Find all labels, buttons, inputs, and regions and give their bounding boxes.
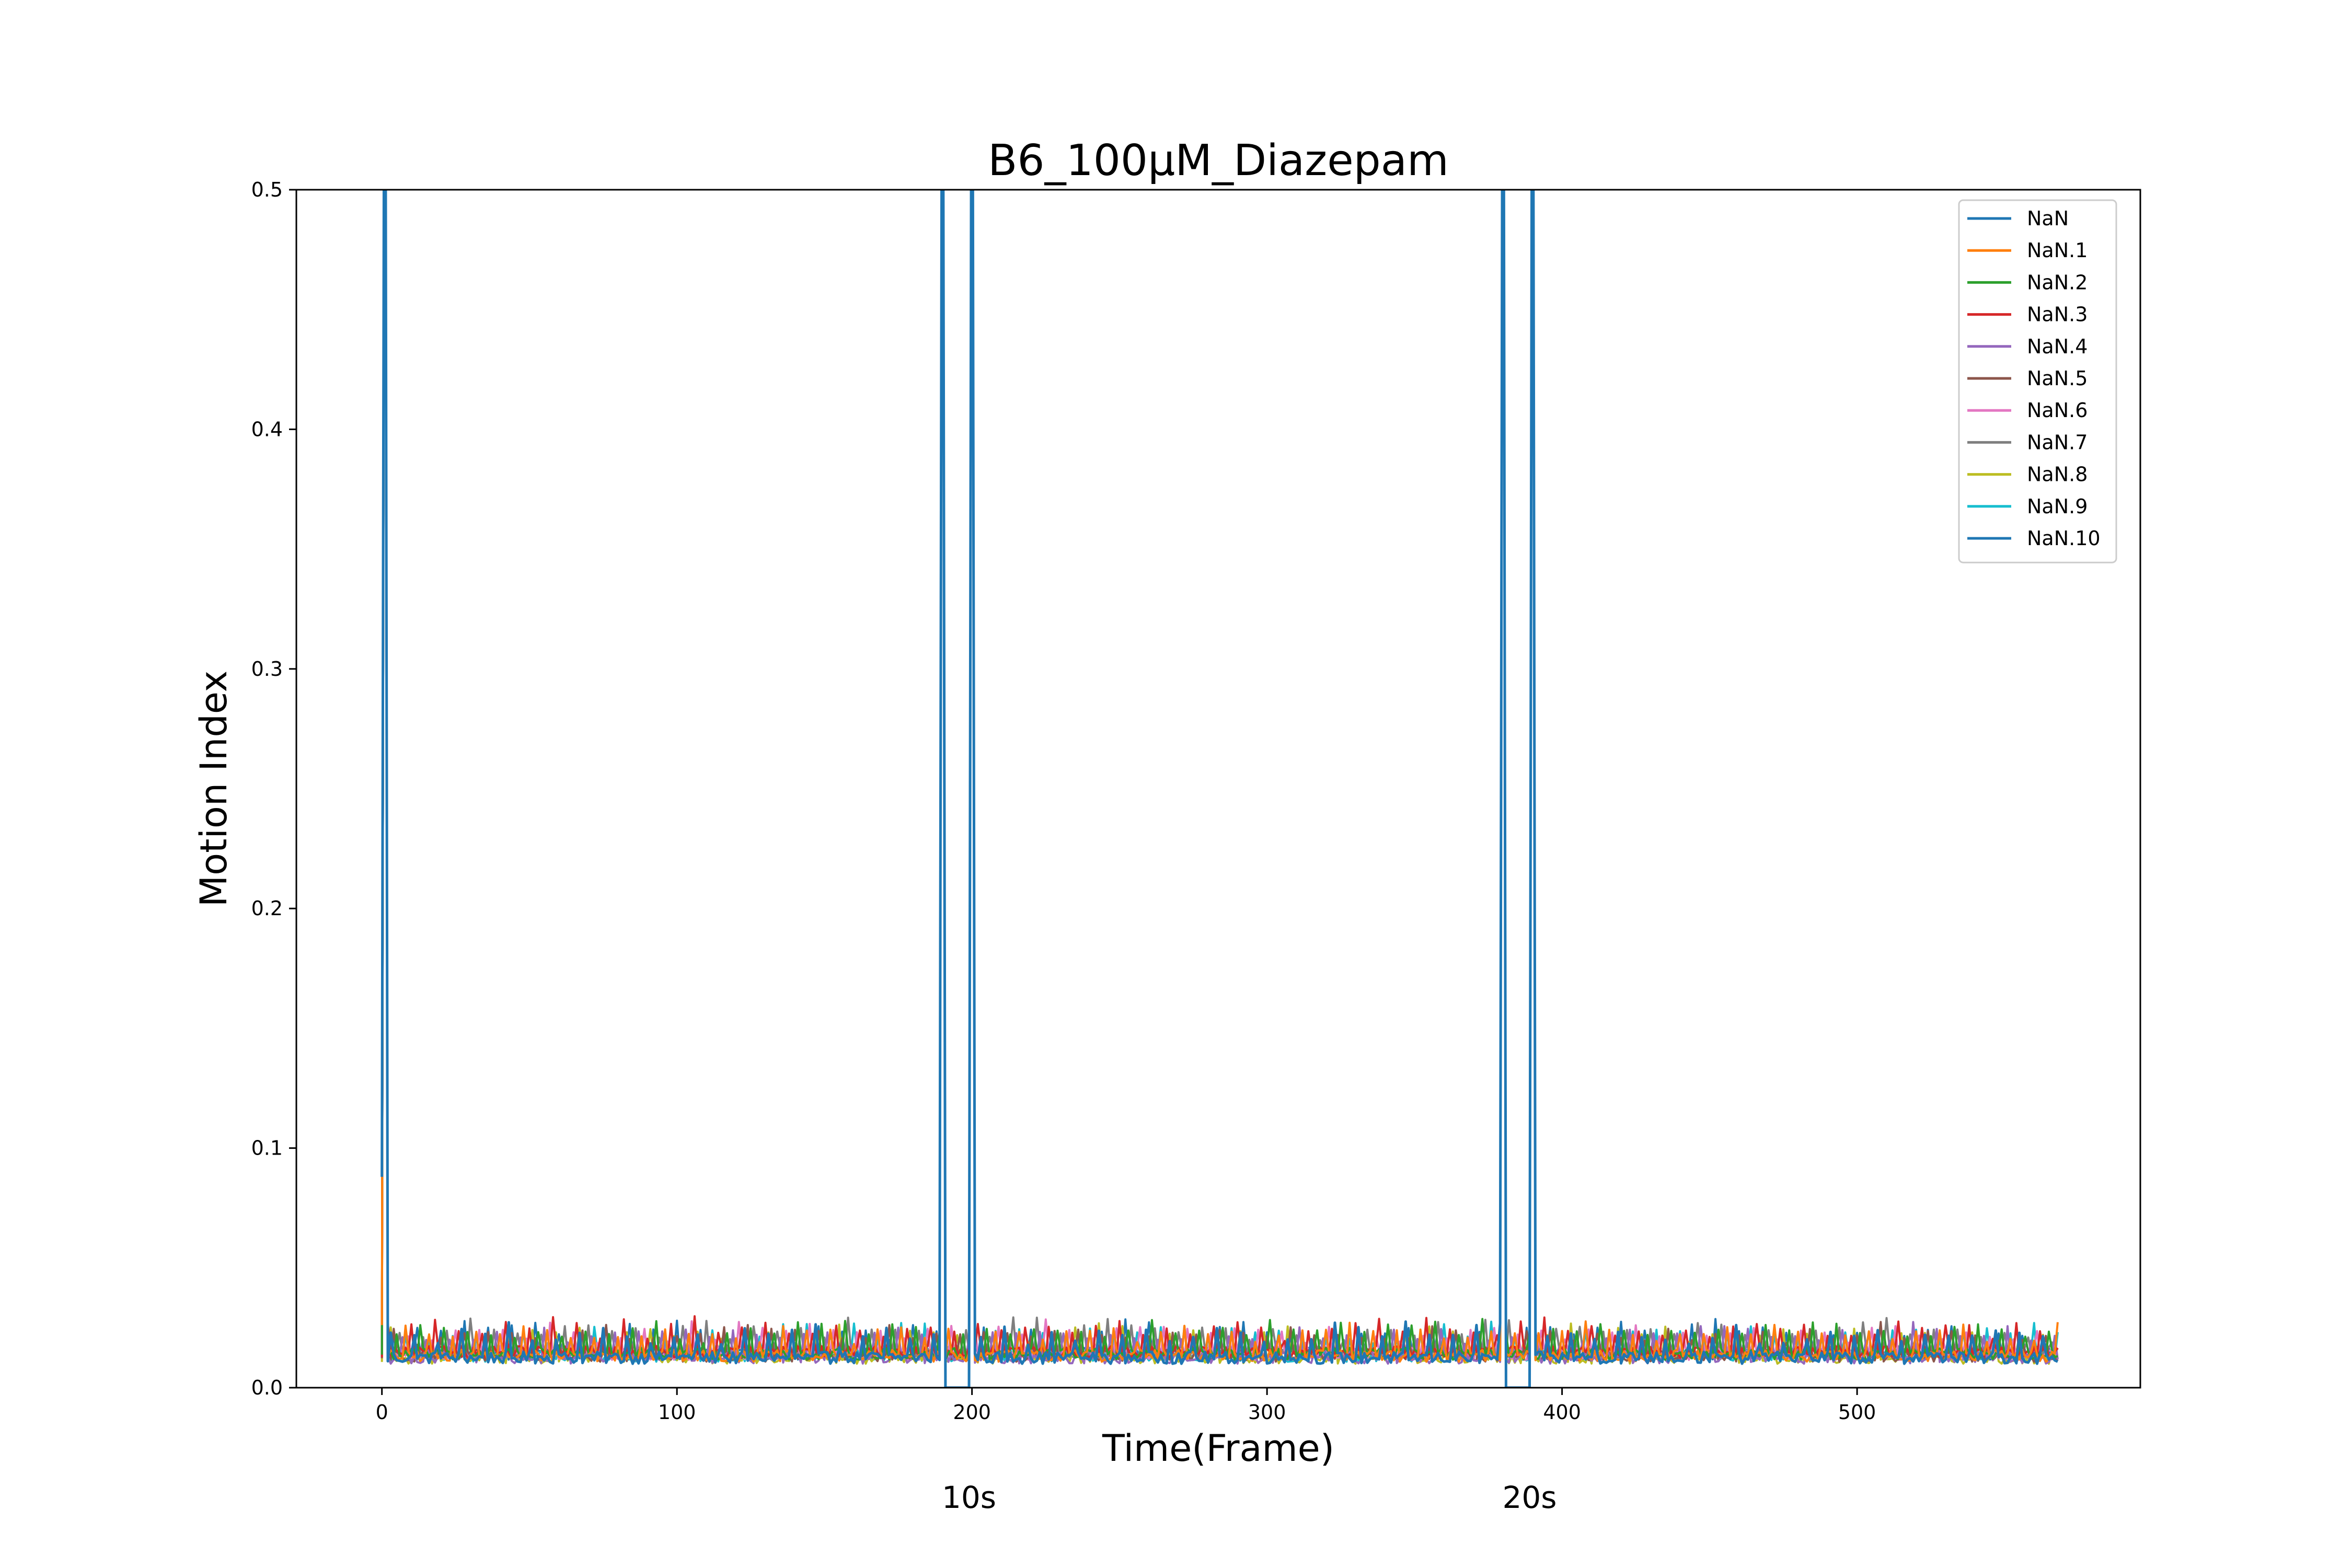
series-line-0: [381, 190, 2058, 1388]
x-axis: 0 100 200 300 400 500: [376, 1388, 1876, 1424]
y-tick-label: 0.5: [251, 178, 283, 201]
legend-label: NaN.9: [2027, 495, 2088, 518]
x-tick-label: 400: [1543, 1401, 1581, 1424]
legend-label: NaN.10: [2027, 527, 2101, 550]
y-tick-label: 0.0: [251, 1376, 283, 1399]
x-axis-title: Time(Frame): [1102, 1427, 1334, 1470]
y-tick-label: 0.2: [251, 897, 283, 920]
x-tick-label: 200: [953, 1401, 991, 1424]
legend: NaN NaN.1 NaN.2 NaN.3 NaN.4 NaN.5 NaN.6 NaN.7 Na…: [1958, 199, 2117, 563]
legend-label: NaN.6: [2027, 399, 2088, 422]
legend-label: NaN.3: [2027, 303, 2088, 326]
x-tick-label: 500: [1838, 1401, 1876, 1424]
y-tick-label: 0.3: [251, 658, 283, 681]
series-line-8: [381, 190, 2059, 1365]
y-tick-label: 0.1: [251, 1137, 283, 1160]
time-marker-label: 20s: [1503, 1480, 1557, 1515]
time-markers: 10s 20s: [942, 1480, 1557, 1515]
series-lines: [381, 190, 2059, 1388]
plot-area: [296, 190, 2140, 1388]
y-axis-title: Motion Index: [192, 671, 235, 907]
legend-label: NaN.1: [2027, 239, 2088, 262]
x-tick-label: 100: [658, 1401, 696, 1424]
y-tick-label: 0.4: [251, 418, 283, 441]
x-tick-label: 0: [376, 1401, 388, 1424]
legend-label: NaN.5: [2027, 367, 2088, 390]
legend-label: NaN.4: [2027, 335, 2088, 358]
legend-box: [1958, 199, 2117, 563]
plot-frame: [295, 189, 2141, 1389]
legend-label: NaN.7: [2027, 431, 2088, 454]
legend-label: NaN: [2027, 207, 2069, 230]
legend-label: NaN.8: [2027, 463, 2088, 486]
y-axis: 0.0 0.1 0.2 0.3 0.4 0.5: [251, 178, 296, 1399]
time-marker-label: 10s: [942, 1480, 996, 1515]
chart-title: B6_100μM_Diazepam: [988, 136, 1449, 186]
legend-label: NaN.2: [2027, 271, 2088, 294]
x-tick-label: 300: [1248, 1401, 1286, 1424]
